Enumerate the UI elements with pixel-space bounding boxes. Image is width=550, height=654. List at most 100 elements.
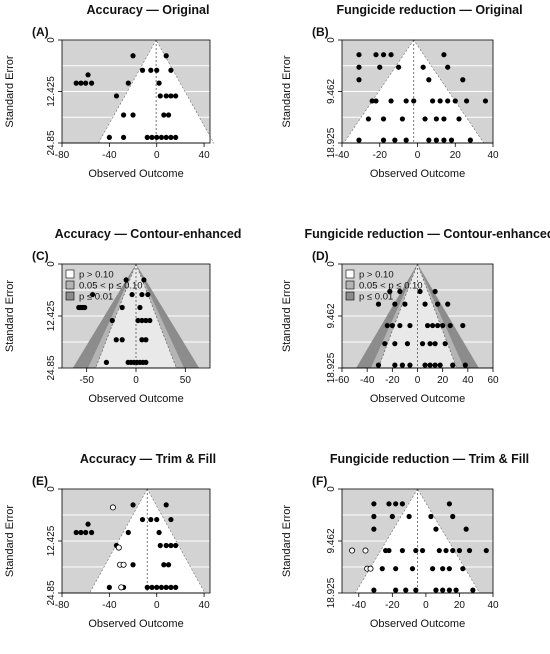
data-point [384,322,390,329]
data-point [78,529,84,536]
data-point [377,64,383,70]
data-point [157,542,163,549]
data-point [433,587,439,593]
data-point [356,64,362,70]
funnel-boundary-left [95,263,137,369]
data-point [173,584,179,590]
data-point [154,134,160,141]
data-point [371,501,377,507]
x-tick-label: -60 [335,375,350,386]
x-tick-label: 20 [450,150,462,161]
data-point [141,277,147,283]
data-point [399,116,405,122]
data-point [446,587,452,593]
legend-swatch [345,291,355,301]
x-tick-label: -50 [79,375,94,386]
data-point [103,359,109,365]
panel-letter: (B) [312,25,329,39]
data-point [441,52,447,58]
data-point [427,341,433,347]
data-point [154,516,160,523]
data-point [392,301,398,307]
data-point [446,501,452,507]
x-axis-label: Observed Outcome [88,393,183,405]
data-point [157,93,163,99]
data-point [147,317,153,324]
x-tick-label: -80 [55,600,70,611]
data-point [388,98,394,104]
data-point [433,137,439,143]
data-point [380,52,387,58]
data-point [388,52,394,58]
data-point [463,526,469,532]
x-tick-label: 50 [180,375,192,386]
data-point [422,301,428,307]
data-point [145,291,151,298]
panel-letter: (F) [312,474,327,488]
panel-title: Accuracy — Original [87,3,210,17]
imputed-point [115,544,122,551]
data-point [120,112,127,118]
data-point [406,513,412,520]
x-axis-label: Observed Outcome [370,168,465,180]
data-point [435,301,441,307]
data-point [432,288,438,295]
data-point [163,542,169,549]
legend-swatch [345,280,355,290]
y-tick-label: 0 [46,486,57,492]
data-point [113,337,119,343]
data-point [428,513,434,520]
data-point [445,64,451,70]
panel-title: Fungicide reduction — Original [336,3,522,17]
funnel-panel: -40 -20 0 20 40 0 9.462 18.925 Fungicide reducti… [281,3,523,180]
y-axis-label: Standard Error [281,280,293,352]
data-point [125,80,131,86]
data-point [399,547,405,554]
data-point [163,93,169,99]
data-point [109,317,115,324]
data-point [463,98,470,104]
data-point [156,80,162,86]
legend-swatch [65,280,75,290]
x-tick-label: -80 [55,150,70,161]
data-point [448,137,455,143]
data-point [83,80,89,86]
x-tick-label: -40 [102,150,117,161]
data-point [450,362,456,368]
y-tick-label: 0 [326,261,337,267]
data-point [139,67,146,73]
y-tick-label: 24.85 [46,130,57,155]
data-point [445,98,451,104]
x-tick-label: 0 [154,600,160,611]
data-point [143,337,149,343]
data-point [460,566,466,572]
data-point [83,529,89,536]
data-point [139,291,145,298]
data-point [466,547,473,554]
data-point [369,98,375,104]
funnel-boundary-left [378,263,418,369]
data-point [113,93,120,99]
data-point [135,317,141,324]
data-point [430,322,436,329]
x-tick-label: 0 [423,600,429,611]
data-point [375,362,382,368]
data-point [453,587,459,593]
data-point [144,584,150,590]
data-point [382,341,388,347]
y-tick-label: 18.925 [326,127,337,158]
data-point [440,322,446,329]
data-point [137,304,143,311]
data-point [433,526,439,532]
data-point [73,529,79,536]
data-point [173,93,179,99]
data-point [392,362,398,368]
data-point [89,529,95,536]
y-tick-label: 9.462 [326,528,337,553]
y-tick-label: 12.425 [46,525,57,556]
data-point [375,301,382,307]
data-point [356,52,362,58]
y-tick-label: 0 [326,486,337,492]
data-point [386,501,392,507]
x-tick-label: 0 [154,150,160,161]
